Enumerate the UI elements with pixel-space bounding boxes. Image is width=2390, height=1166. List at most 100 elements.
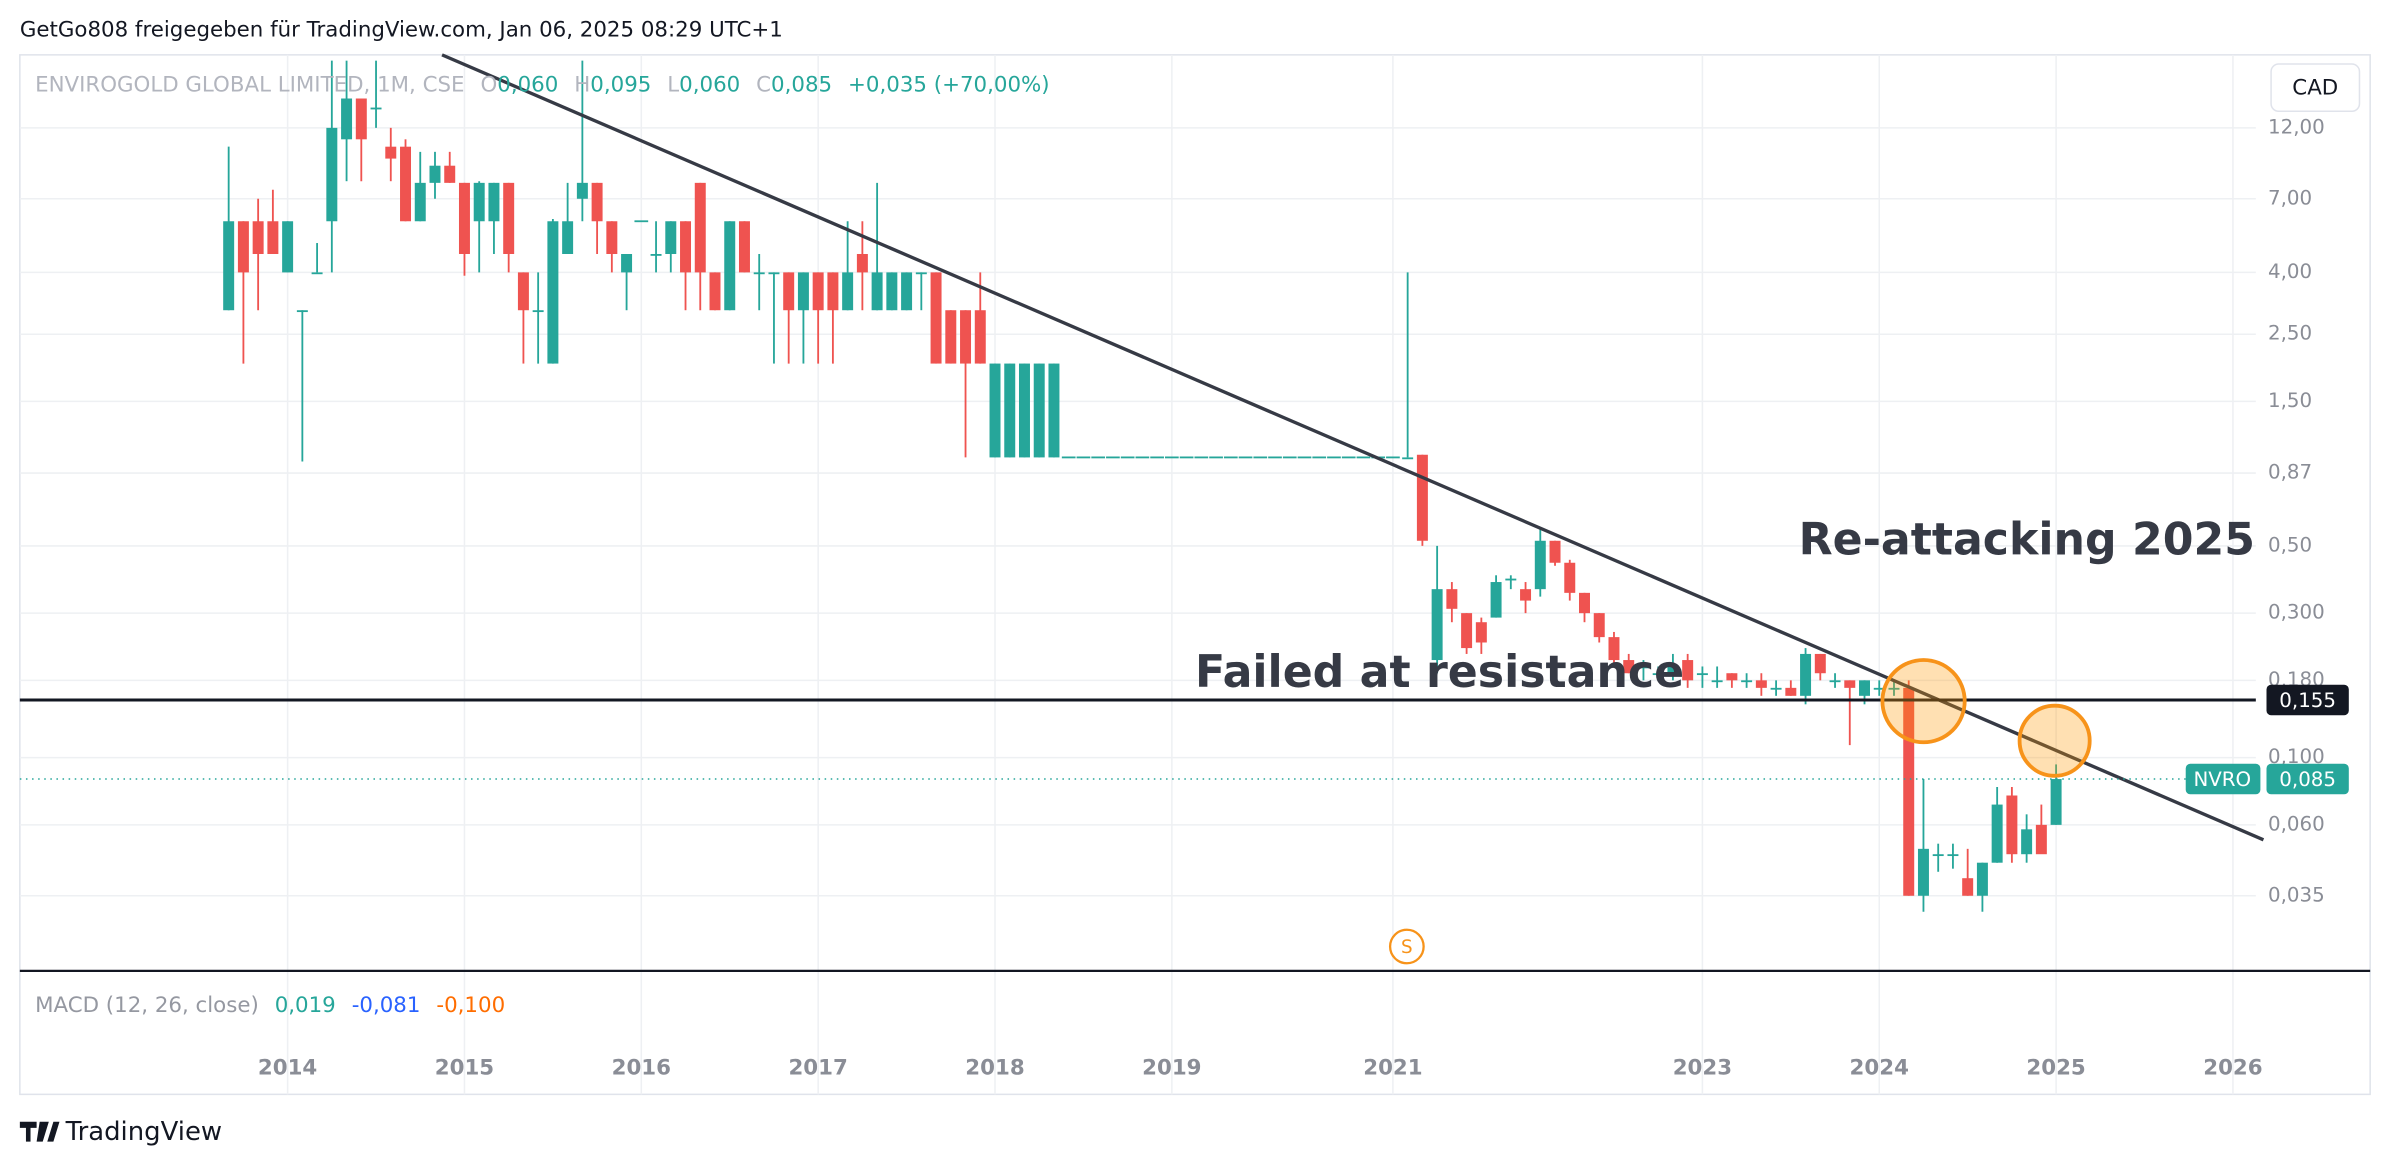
legend-value: 0,095: [590, 72, 651, 97]
candle-body: [1682, 660, 1694, 681]
x-tick-label: 2019: [1142, 1055, 1201, 1080]
legend-key: C: [756, 72, 771, 97]
candle-body: [1048, 363, 1060, 458]
grid: [19, 54, 2256, 1095]
candle-body: [1888, 687, 1900, 690]
legend-symbol: ENVIROGOLD GLOBAL LIMITED, 1M, CSE: [35, 72, 464, 97]
candle-body: [1829, 680, 1841, 683]
candle-body: [1726, 673, 1738, 681]
candle-body: [783, 272, 795, 311]
candle-body: [1917, 848, 1929, 896]
candle-body: [753, 272, 765, 275]
candle-body: [945, 310, 957, 364]
highlight-circle: [1880, 658, 1967, 745]
candle-body: [1446, 589, 1458, 609]
candle-body: [503, 182, 515, 254]
candle-body: [960, 310, 972, 364]
candle-body: [724, 221, 736, 311]
candle-body: [1667, 666, 1679, 674]
candle-body: [1696, 673, 1708, 676]
legend-value: 0,060: [679, 72, 740, 97]
y-tick-label: 2,50: [2268, 322, 2312, 345]
candle-body: [856, 253, 868, 273]
candle-body: [355, 98, 367, 140]
candle-body: [1859, 680, 1870, 696]
candle-body: [901, 272, 913, 311]
candle-body: [1461, 613, 1473, 649]
candle-body: [650, 253, 662, 256]
candle-body: [1004, 363, 1016, 458]
annotation: Failed at resistance: [1195, 647, 1684, 698]
y-tick-label: 0,50: [2268, 533, 2312, 556]
candle-body: [296, 310, 308, 313]
candle-body: [223, 221, 235, 311]
macd-label: MACD (12, 26, close): [35, 993, 259, 1018]
x-tick-label: 2017: [788, 1055, 847, 1080]
last-price-label: 0,085: [2279, 768, 2336, 791]
candle-body: [1402, 457, 1414, 460]
candle-body: [886, 272, 898, 311]
candle-body: [1947, 854, 1959, 857]
candle-body: [1623, 660, 1635, 674]
candle-body: [1431, 589, 1443, 661]
y-tick-label: 0,87: [2268, 461, 2312, 484]
candle-body: [444, 165, 456, 183]
macd-legend: MACD (12, 26, close) 0,019 -0,081 -0,100: [35, 993, 505, 1018]
legend-key: O: [480, 72, 497, 97]
price-line-box: [2266, 684, 2349, 716]
candle-body: [680, 221, 692, 273]
candle-body: [237, 221, 249, 273]
candle-body: [1785, 687, 1797, 696]
candle-body: [709, 272, 721, 311]
symbol-box: [2185, 763, 2261, 795]
candle-body: [576, 182, 588, 199]
legend-key: L: [667, 72, 679, 97]
candles: [223, 60, 2062, 912]
candle-body: [915, 272, 927, 275]
legend: ENVIROGOLD GLOBAL LIMITED, 1M, CSE O 0,06…: [35, 72, 1050, 97]
candle-body: [1814, 653, 1826, 674]
candle-body: [1770, 687, 1782, 690]
candle-body: [1903, 687, 1915, 896]
highlight-circle: [2017, 703, 2092, 778]
candle-body: [385, 146, 397, 159]
y-tick-label: 0,035: [2268, 883, 2325, 906]
x-tick-label: 2025: [2026, 1055, 2085, 1080]
candle-body: [1844, 680, 1856, 688]
candle-body: [2050, 779, 2062, 825]
price-line-label: 0,155: [2279, 689, 2336, 712]
header: GetGo808 freigegeben für TradingView.com…: [20, 17, 783, 42]
legend-change: +0,035 (+70,00%): [848, 72, 1050, 97]
x-tick-label: 2023: [1673, 1055, 1732, 1080]
candle-body: [1579, 592, 1590, 614]
candle-body: [1549, 540, 1561, 563]
candle-body: [797, 272, 809, 311]
candle-body: [1475, 622, 1487, 643]
candle-body: [694, 182, 706, 273]
candle-body: [606, 221, 618, 254]
candle-body: [547, 221, 559, 364]
candle-body: [930, 272, 942, 364]
candle-body: [1800, 653, 1812, 696]
candle-body: [562, 221, 574, 254]
candle-body: [1991, 804, 2003, 863]
candle-body: [1976, 862, 1988, 896]
candle-body: [1564, 562, 1576, 593]
y-tick-label: 0,300: [2268, 601, 2325, 624]
currency-button[interactable]: [2270, 63, 2361, 113]
candle-body: [1873, 687, 1885, 690]
candle-body: [1593, 613, 1605, 638]
last-price-box: [2266, 763, 2349, 795]
frame: [19, 54, 2371, 1096]
candle-body: [1416, 454, 1428, 541]
x-tick-label: 2021: [1363, 1055, 1422, 1080]
x-tick-label: 2016: [612, 1055, 671, 1080]
currency-label: CAD: [2292, 75, 2338, 100]
candle-body: [517, 272, 529, 311]
x-tick-label: 2024: [1850, 1055, 1909, 1080]
event-marker[interactable]: [1388, 928, 1425, 965]
macd-value: -0,081: [352, 993, 421, 1018]
legend-key: H: [574, 72, 590, 97]
candle-body: [974, 310, 986, 364]
